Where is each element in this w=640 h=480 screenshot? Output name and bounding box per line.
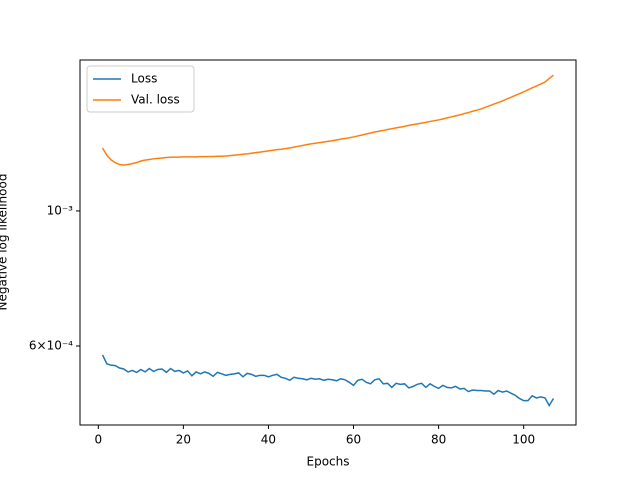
- x-tick-label: 60: [346, 433, 361, 447]
- x-tick-label: 0: [94, 433, 102, 447]
- line-series: [101, 74, 554, 166]
- x-axis-label: Epochs: [307, 455, 350, 469]
- x-tick-label: 20: [176, 433, 191, 447]
- axes-frame: [79, 59, 577, 426]
- legend-label: Loss: [131, 72, 157, 86]
- x-tick-label: 100: [512, 433, 535, 447]
- x-tick-label: 40: [261, 433, 276, 447]
- line-series: [101, 354, 555, 408]
- y-tick-label: 6×10⁻⁴: [29, 338, 73, 352]
- y-axis-label: Negative log likelihood: [0, 174, 10, 311]
- legend-label: Val. loss: [131, 93, 180, 107]
- x-tick-label: 80: [431, 433, 446, 447]
- y-tick-label: 10⁻³: [47, 203, 74, 217]
